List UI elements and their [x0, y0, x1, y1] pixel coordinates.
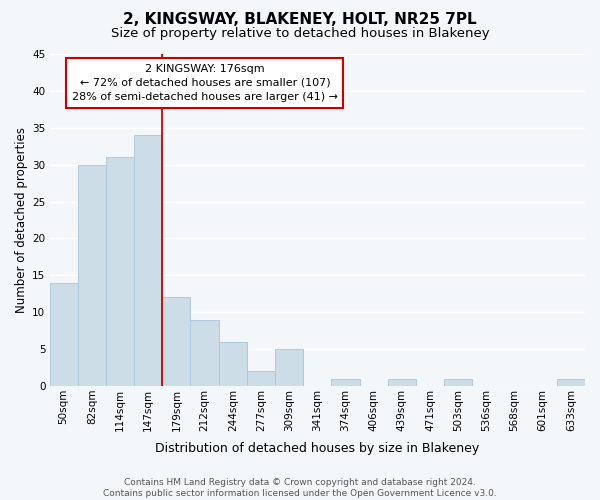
Bar	[163, 298, 190, 386]
Bar	[444, 378, 472, 386]
Bar	[134, 135, 163, 386]
X-axis label: Distribution of detached houses by size in Blakeney: Distribution of detached houses by size …	[155, 442, 479, 455]
Bar	[78, 164, 106, 386]
Bar	[50, 282, 78, 386]
Bar	[331, 378, 359, 386]
Bar	[218, 342, 247, 386]
Bar	[106, 158, 134, 386]
Bar	[190, 320, 218, 386]
Bar	[388, 378, 416, 386]
Text: Size of property relative to detached houses in Blakeney: Size of property relative to detached ho…	[110, 28, 490, 40]
Y-axis label: Number of detached properties: Number of detached properties	[15, 127, 28, 313]
Bar	[247, 371, 275, 386]
Text: 2, KINGSWAY, BLAKENEY, HOLT, NR25 7PL: 2, KINGSWAY, BLAKENEY, HOLT, NR25 7PL	[123, 12, 477, 28]
Bar	[557, 378, 585, 386]
Bar	[275, 349, 303, 386]
Text: Contains HM Land Registry data © Crown copyright and database right 2024.
Contai: Contains HM Land Registry data © Crown c…	[103, 478, 497, 498]
Text: 2 KINGSWAY: 176sqm
← 72% of detached houses are smaller (107)
28% of semi-detach: 2 KINGSWAY: 176sqm ← 72% of detached hou…	[72, 64, 338, 102]
